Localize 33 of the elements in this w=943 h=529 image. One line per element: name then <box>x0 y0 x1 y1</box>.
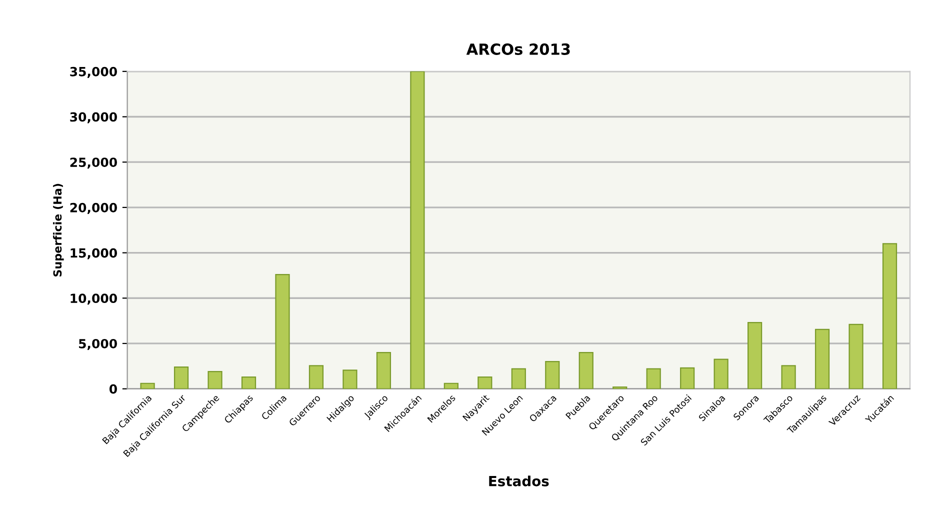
y-tick-label: 20,000 <box>70 202 117 214</box>
bar <box>174 366 189 389</box>
bar <box>714 358 728 389</box>
bar <box>376 352 392 389</box>
bar <box>848 324 864 389</box>
bar <box>646 368 661 389</box>
bar <box>578 352 594 389</box>
y-tick-label: 15,000 <box>70 248 117 260</box>
y-tick-label: 30,000 <box>70 112 117 124</box>
bar <box>342 370 358 389</box>
bar <box>680 367 695 389</box>
bar <box>478 376 492 389</box>
bar <box>208 371 222 389</box>
chart-title: ARCOs 2013 <box>466 43 570 55</box>
bar <box>444 382 458 389</box>
y-tick-label: 35,000 <box>70 66 117 78</box>
y-tick-label: 25,000 <box>70 158 117 169</box>
bar <box>410 71 425 389</box>
bar <box>748 322 762 389</box>
y-axis-title: Superficie (Ha) <box>53 184 64 276</box>
bar <box>241 376 256 389</box>
bar <box>140 382 155 389</box>
x-axis-title: Estados <box>489 476 549 486</box>
bar <box>814 328 830 389</box>
y-tick-label: 10,000 <box>70 294 117 305</box>
bar <box>308 365 324 389</box>
y-tick-label: 0 <box>109 384 117 394</box>
bar <box>511 368 526 389</box>
bar <box>275 274 290 389</box>
bar <box>882 243 898 389</box>
y-tick-label: 5,000 <box>79 338 117 350</box>
bar <box>781 365 796 389</box>
bar <box>545 361 560 389</box>
